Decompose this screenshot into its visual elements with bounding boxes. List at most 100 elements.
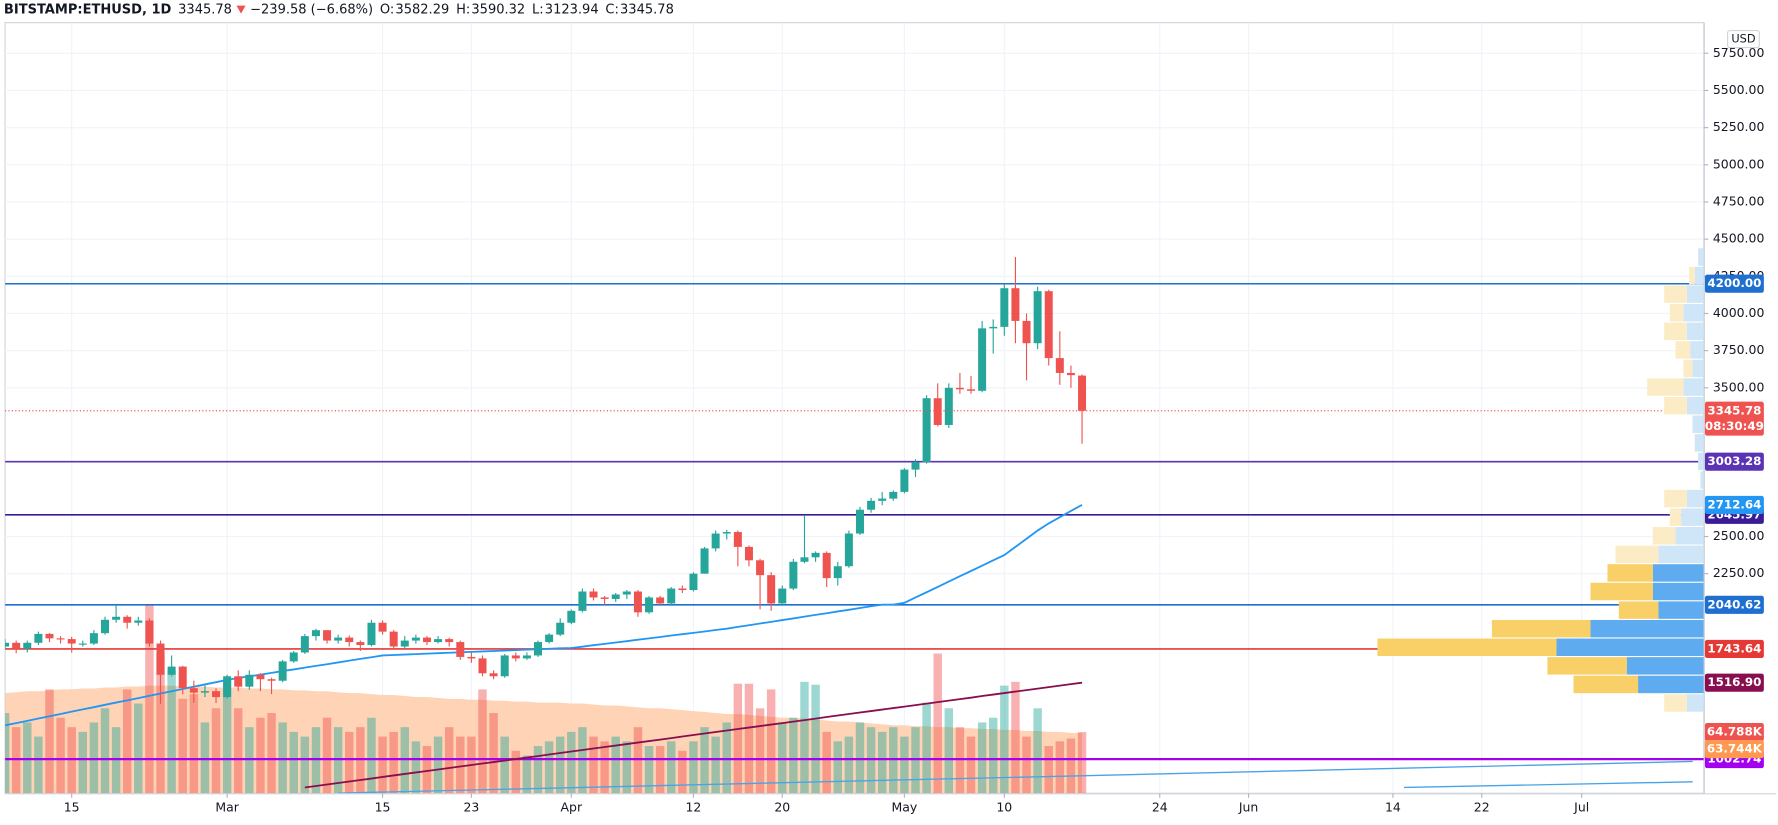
ma-fast-line xyxy=(5,504,1083,727)
profile-up xyxy=(1658,545,1704,564)
volume-bar xyxy=(855,722,865,794)
trend-line xyxy=(338,760,1693,794)
candle-body xyxy=(867,500,876,510)
volume-bar xyxy=(45,689,54,794)
volume-bar xyxy=(644,746,654,794)
profile-up xyxy=(1686,322,1704,341)
volume-bar xyxy=(211,708,221,794)
volume-bar xyxy=(722,722,731,794)
profile-down xyxy=(1590,582,1653,601)
candle-body xyxy=(234,676,243,687)
volume-bar xyxy=(178,698,187,794)
candle-body xyxy=(756,560,765,576)
profile-up xyxy=(1686,489,1704,508)
profile-down xyxy=(1689,266,1695,285)
candle-body xyxy=(511,655,520,659)
volume-bar xyxy=(1055,741,1065,794)
volume-bar xyxy=(900,736,909,794)
y-tick-label: 2500.00 xyxy=(1713,528,1765,543)
candle-body xyxy=(367,622,376,646)
volume-bar xyxy=(678,750,687,794)
volume-bar xyxy=(667,741,676,794)
candle-body xyxy=(678,588,687,591)
candle-body xyxy=(989,326,998,329)
candle-body xyxy=(356,642,365,646)
profile-up xyxy=(1683,378,1704,396)
x-tick-label: 22 xyxy=(1474,800,1490,815)
price-axis: 2250.002500.003500.003750.004000.004250.… xyxy=(1703,22,1777,794)
candle-body xyxy=(223,676,232,698)
candle-body xyxy=(56,638,65,640)
profile-down xyxy=(1547,657,1627,675)
level-box xyxy=(1704,639,1764,659)
volume-bar xyxy=(56,717,65,794)
volume-bar xyxy=(234,708,243,794)
candle-body xyxy=(278,661,287,681)
profile-up xyxy=(1694,266,1704,285)
candle-body xyxy=(212,691,221,698)
volume-bar xyxy=(422,746,432,794)
header-text: C: xyxy=(605,3,618,18)
candle-body xyxy=(600,597,609,599)
candle-body xyxy=(345,637,354,643)
header-text: 3590.32 xyxy=(471,3,525,18)
y-tick-label: 4000.00 xyxy=(1713,305,1765,320)
volume-bar xyxy=(23,722,32,794)
candle-body xyxy=(589,591,598,598)
volume-bar xyxy=(822,731,831,794)
x-tick-label: May xyxy=(892,800,918,815)
candle-body xyxy=(567,610,576,623)
candle-body xyxy=(112,616,121,620)
candle-body xyxy=(289,652,298,662)
candle-body xyxy=(334,637,343,641)
y-tick-label: 3500.00 xyxy=(1713,379,1765,394)
x-tick-label: Jun xyxy=(1238,800,1258,815)
profile-up xyxy=(1690,341,1704,359)
candle-body xyxy=(744,546,753,561)
header-text: 3582.29 xyxy=(395,3,449,18)
candle-body xyxy=(656,597,665,604)
header-text: H: xyxy=(456,3,470,18)
candle-body xyxy=(611,594,620,599)
candle-body xyxy=(545,634,554,643)
candle-body xyxy=(822,552,831,579)
profile-down xyxy=(1615,545,1659,564)
candle-body xyxy=(622,591,631,595)
profile-up xyxy=(1694,434,1704,452)
candle-body xyxy=(256,674,265,680)
volume-bar xyxy=(200,722,210,794)
candle-body xyxy=(578,591,587,611)
level-label: 2040.62 xyxy=(1707,597,1761,611)
header-text: 3345.78 xyxy=(620,3,674,18)
volume-bar xyxy=(800,681,809,794)
volume-bar xyxy=(655,746,665,794)
volume-bar xyxy=(478,689,487,794)
profile-down xyxy=(1647,378,1684,396)
candle-body xyxy=(911,462,920,470)
candle-body xyxy=(811,552,820,558)
volume-bar xyxy=(433,736,443,794)
profile-up xyxy=(1698,452,1704,471)
candle-body xyxy=(789,561,798,589)
candle-body xyxy=(411,637,420,641)
profile-up xyxy=(1556,638,1704,656)
candle-body xyxy=(733,532,742,547)
candle-body xyxy=(123,616,132,623)
volume-bar xyxy=(611,736,620,794)
profile-down xyxy=(1664,694,1687,712)
profile-down xyxy=(1573,675,1639,694)
last-price-label: 3345.78 xyxy=(1707,403,1761,417)
candle-body xyxy=(5,642,10,647)
candle-body xyxy=(456,642,465,657)
profile-up xyxy=(1700,471,1704,489)
candle-body xyxy=(78,643,87,645)
candle-body xyxy=(300,636,309,653)
ma-slow-line xyxy=(304,681,1083,789)
candle-body xyxy=(855,509,864,534)
ma-slow-label: 1516.90 xyxy=(1707,675,1761,689)
candle-body xyxy=(711,533,720,549)
candle-body xyxy=(23,642,32,649)
candle-body xyxy=(89,633,98,644)
volume-bar xyxy=(811,684,820,794)
candle-body xyxy=(34,633,43,643)
